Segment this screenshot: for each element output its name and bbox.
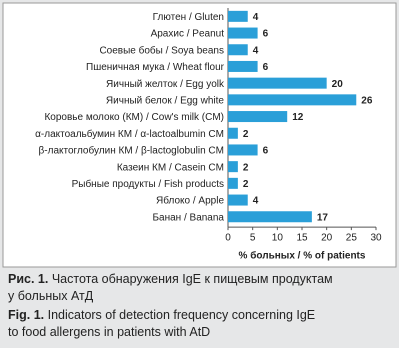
bar [228, 127, 238, 139]
category-label: β-лактоглобулин КМ / β-lactoglobulin CM [39, 145, 224, 157]
value-label: 17 [317, 212, 329, 223]
bar [228, 94, 357, 106]
category-label: Банан / Banana [152, 212, 224, 223]
category-label: Яичный белок / Egg white [106, 94, 225, 106]
value-label: 12 [292, 112, 304, 123]
category-label: Глютен / Gluten [153, 12, 224, 23]
bar [228, 44, 248, 56]
bar [228, 111, 288, 123]
bar [228, 10, 248, 22]
category-label: Пшеничная мука / Wheat flour [86, 62, 225, 73]
category-label: Яичный желток / Egg yolk [106, 79, 225, 90]
x-tick-label: 5 [250, 233, 256, 244]
x-axis-label: % больных / % of patients [239, 250, 366, 262]
chart: % больных / % of patients 0 5 10 15 20 25 30 Гл… [2, 2, 397, 268]
caption-en: Fig. 1. Indicators of detection frequenc… [8, 307, 315, 341]
bar [228, 77, 327, 89]
bar [228, 194, 248, 206]
value-label: 20 [332, 79, 344, 90]
x-tick-label: 10 [272, 233, 284, 244]
bar [228, 211, 312, 223]
category-label: Соевые бобы / Soya beans [99, 44, 224, 56]
value-label: 4 [253, 12, 259, 23]
bar [228, 60, 258, 72]
value-label: 2 [243, 162, 249, 173]
x-tick-label: 0 [225, 233, 231, 244]
value-label: 4 [253, 196, 259, 207]
caption-text: Indicators of detection frequency concer… [47, 308, 316, 322]
category-label: Арахис / Peanut [151, 29, 225, 40]
x-tick-label: 15 [296, 233, 308, 244]
caption-text: Частота обнаружения IgE к пищевым продук… [51, 272, 333, 286]
value-label: 4 [253, 45, 259, 56]
caption-text: у больных АтД [8, 289, 94, 303]
bar [228, 144, 258, 156]
value-label: 2 [243, 129, 249, 140]
x-tick-label: 25 [346, 233, 358, 244]
value-label: 26 [361, 95, 373, 106]
x-tick-label: 20 [321, 233, 333, 244]
value-label: 6 [263, 62, 269, 73]
category-label: α-лактоальбумин КМ / α-lactoalbumin CM [35, 128, 224, 140]
value-label: 6 [263, 146, 269, 157]
caption-label: Рис. 1. [8, 272, 49, 286]
category-label: Казеин КМ / Casein CM [117, 162, 224, 173]
caption-ru: Рис. 1. Частота обнаружения IgE к пищевы… [8, 271, 333, 305]
caption-label: Fig. 1. [8, 308, 45, 322]
caption-text: to food allergens in patients with AtD [8, 325, 211, 339]
category-label: Коровье молоко (КМ) / Cow's milk (CM) [44, 112, 224, 123]
bar [228, 177, 238, 189]
bar [228, 27, 258, 39]
bar [228, 161, 238, 173]
category-label: Яблоко / Apple [156, 195, 224, 207]
chart-frame [2, 2, 397, 268]
x-tick-label: 30 [370, 233, 382, 244]
value-label: 2 [243, 179, 249, 190]
value-label: 6 [263, 29, 269, 40]
category-label: Рыбные продукты / Fish products [72, 178, 224, 190]
